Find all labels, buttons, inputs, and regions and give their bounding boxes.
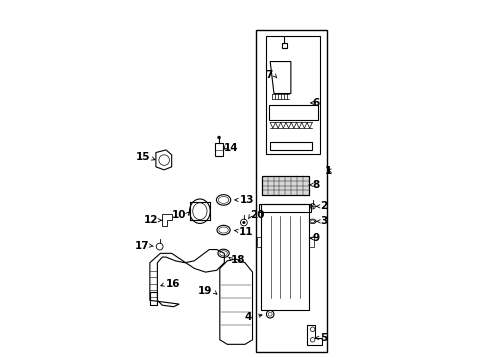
Bar	[150, 292, 157, 305]
Bar	[256, 30, 327, 352]
Text: 18: 18	[231, 255, 245, 265]
Text: 20: 20	[250, 210, 265, 220]
Circle shape	[243, 221, 245, 224]
Bar	[261, 204, 309, 310]
Text: 12: 12	[144, 215, 158, 225]
Text: 15: 15	[135, 152, 150, 162]
Text: 16: 16	[166, 279, 180, 289]
Bar	[262, 176, 309, 195]
Text: 3: 3	[320, 216, 327, 226]
Text: 17: 17	[135, 241, 150, 251]
Bar	[309, 237, 314, 247]
Text: 14: 14	[223, 143, 238, 153]
Text: 7: 7	[265, 70, 272, 80]
Bar	[282, 43, 287, 48]
Text: 11: 11	[239, 226, 253, 237]
Text: 10: 10	[172, 210, 186, 220]
Bar	[267, 36, 320, 154]
Text: 13: 13	[240, 195, 255, 205]
Text: 6: 6	[313, 98, 320, 108]
Bar	[215, 143, 223, 156]
Text: 2: 2	[320, 201, 327, 211]
Bar	[262, 176, 309, 195]
Text: 9: 9	[313, 233, 320, 243]
Circle shape	[218, 136, 220, 139]
Text: 4: 4	[244, 312, 251, 322]
Text: 5: 5	[320, 333, 327, 343]
Bar	[257, 237, 261, 247]
Bar	[270, 143, 312, 150]
Text: 19: 19	[198, 286, 212, 296]
Text: 8: 8	[313, 180, 320, 190]
Bar	[259, 204, 311, 212]
Text: 1: 1	[325, 166, 333, 176]
